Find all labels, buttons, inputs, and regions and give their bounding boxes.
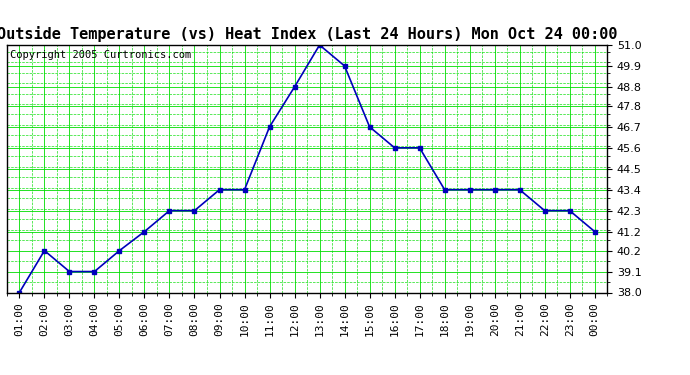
Title: Outside Temperature (vs) Heat Index (Last 24 Hours) Mon Oct 24 00:00: Outside Temperature (vs) Heat Index (Las… (0, 27, 618, 42)
Text: Copyright 2005 Curtronics.com: Copyright 2005 Curtronics.com (10, 50, 191, 60)
